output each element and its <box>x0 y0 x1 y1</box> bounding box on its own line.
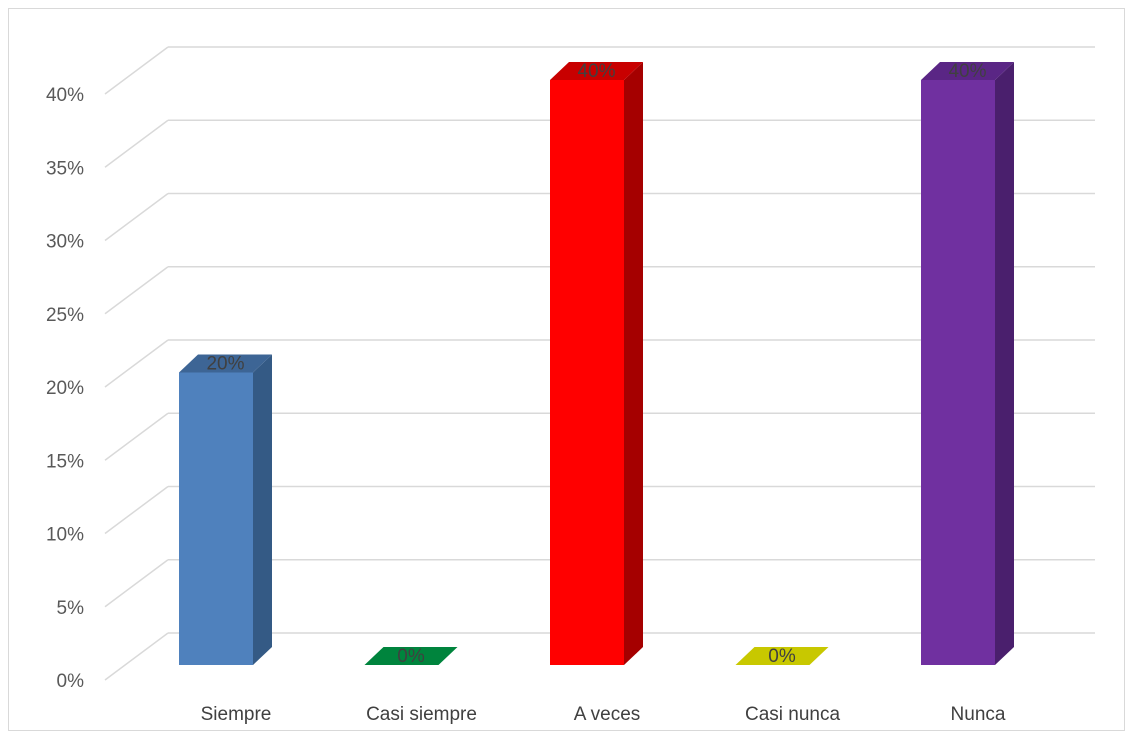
y-tick-label: 40% <box>46 85 84 106</box>
gridline-diagonal <box>104 339 169 388</box>
data-label: 20% <box>206 354 244 375</box>
gridline-diagonal <box>104 46 169 95</box>
data-label: 0% <box>397 646 425 667</box>
gridline-diagonal <box>104 119 169 168</box>
data-label: 40% <box>577 61 615 82</box>
x-category-label: Casi siempre <box>366 704 477 725</box>
gridline-diagonal <box>104 266 169 315</box>
data-label: 40% <box>948 61 986 82</box>
bar-side <box>995 62 1014 665</box>
bar-casi-siempre <box>364 647 458 665</box>
x-category-label: Casi nunca <box>745 704 840 725</box>
bars <box>179 62 1014 665</box>
bar-casi-nunca <box>735 647 829 665</box>
gridline-diagonal <box>104 559 169 608</box>
bar-side <box>624 62 643 665</box>
bar-side <box>253 354 272 665</box>
bar-top <box>735 647 829 665</box>
gridline-diagonal <box>104 632 169 681</box>
bar-top <box>364 647 458 665</box>
bar-top <box>921 62 1014 80</box>
bar-front <box>179 372 253 665</box>
y-tick-label: 25% <box>46 305 84 326</box>
bar-top <box>550 62 643 80</box>
gridline-diagonal <box>104 412 169 461</box>
y-tick-label: 5% <box>57 598 85 619</box>
gridline-diagonal <box>104 192 169 242</box>
data-label: 0% <box>768 646 796 667</box>
gridline-diagonal <box>104 485 169 535</box>
x-category-label: Siempre <box>201 704 272 725</box>
y-tick-label: 15% <box>46 451 84 472</box>
bar-front <box>921 80 995 665</box>
bar-nunca <box>921 62 1014 665</box>
data-labels: 20% 0% 40% 0% 40% <box>206 61 986 667</box>
y-axis-ticks: 0% 5% 10% 15% 20% 25% 30% 35% 40% <box>46 85 84 692</box>
x-axis-categories: Siempre Casi siempre A veces Casi nunca Nunc… <box>201 704 1006 725</box>
x-category-label: Nunca <box>951 704 1006 725</box>
bar-siempre <box>179 354 272 665</box>
bar-front <box>550 80 624 665</box>
x-category-label: A veces <box>574 704 641 725</box>
y-tick-label: 30% <box>46 232 84 253</box>
bar-top <box>179 354 272 373</box>
y-tick-label: 20% <box>46 378 84 399</box>
y-tick-label: 35% <box>46 158 84 179</box>
bar-a-veces <box>550 62 643 665</box>
y-tick-label: 10% <box>46 525 84 546</box>
y-tick-label: 0% <box>57 671 85 692</box>
